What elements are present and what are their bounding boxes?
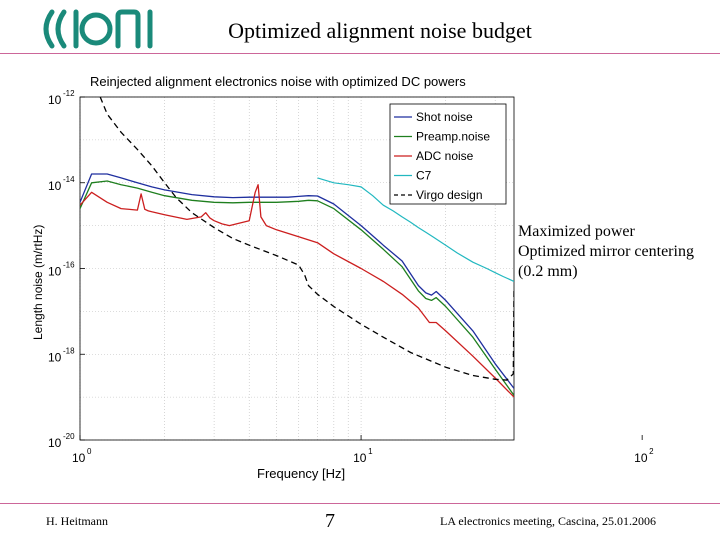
y-tick-exponent: -18	[63, 346, 75, 355]
x-tick-label: 10	[72, 451, 86, 465]
legend-box	[389, 103, 507, 205]
plot-area	[80, 97, 514, 398]
legend-label: Shot noise	[416, 110, 473, 124]
x-tick-label: 10	[353, 451, 367, 465]
chart-title: Reinjected alignment electronics noise w…	[90, 74, 466, 89]
annotation-block: Maximized power Optimized mirror centeri…	[518, 222, 718, 282]
x-tick-exponent: 1	[368, 447, 373, 456]
series-line-2	[80, 184, 514, 398]
y-axis-label: Length noise (m/rtHz)	[31, 225, 45, 340]
series-line-1	[80, 180, 514, 396]
footer-author: H. Heitmann	[46, 514, 108, 528]
legend-label: C7	[416, 169, 432, 183]
virgo-logo-icon	[43, 9, 153, 49]
y-tick-exponent: -20	[63, 432, 75, 441]
footer-rule	[0, 503, 720, 504]
y-tick-exponent: -12	[63, 89, 75, 98]
legend-label: Preamp.noise	[416, 130, 490, 144]
annotation-line-2: Optimized mirror centering	[518, 243, 694, 260]
y-tick-label: 10	[48, 436, 62, 450]
page-number: 7	[325, 510, 335, 532]
x-tick-label: 10	[634, 451, 648, 465]
y-tick-label: 10	[48, 93, 62, 107]
footer-event: LA electronics meeting, Cascina, 25.01.2…	[440, 514, 656, 528]
series-line-0	[80, 173, 514, 389]
x-tick-exponent: 0	[87, 447, 92, 456]
slide-title: Optimized alignment noise budget	[228, 18, 532, 43]
title-rule	[0, 53, 720, 54]
y-tick-exponent: -14	[63, 175, 75, 184]
series-line-4	[99, 97, 514, 381]
x-tick-exponent: 2	[649, 447, 654, 456]
annotation-line-1: Maximized power	[518, 223, 635, 240]
y-tick-exponent: -16	[63, 261, 75, 270]
annotation-line-3: (0.2 mm)	[518, 263, 578, 280]
y-tick-label: 10	[48, 179, 62, 193]
y-tick-label: 10	[48, 265, 62, 279]
y-tick-label: 10	[48, 350, 62, 364]
series-line-3	[317, 177, 514, 282]
legend-label: Virgo design	[416, 188, 483, 202]
x-axis-label: Frequency [Hz]	[257, 466, 345, 481]
legend-label: ADC noise	[416, 149, 474, 163]
